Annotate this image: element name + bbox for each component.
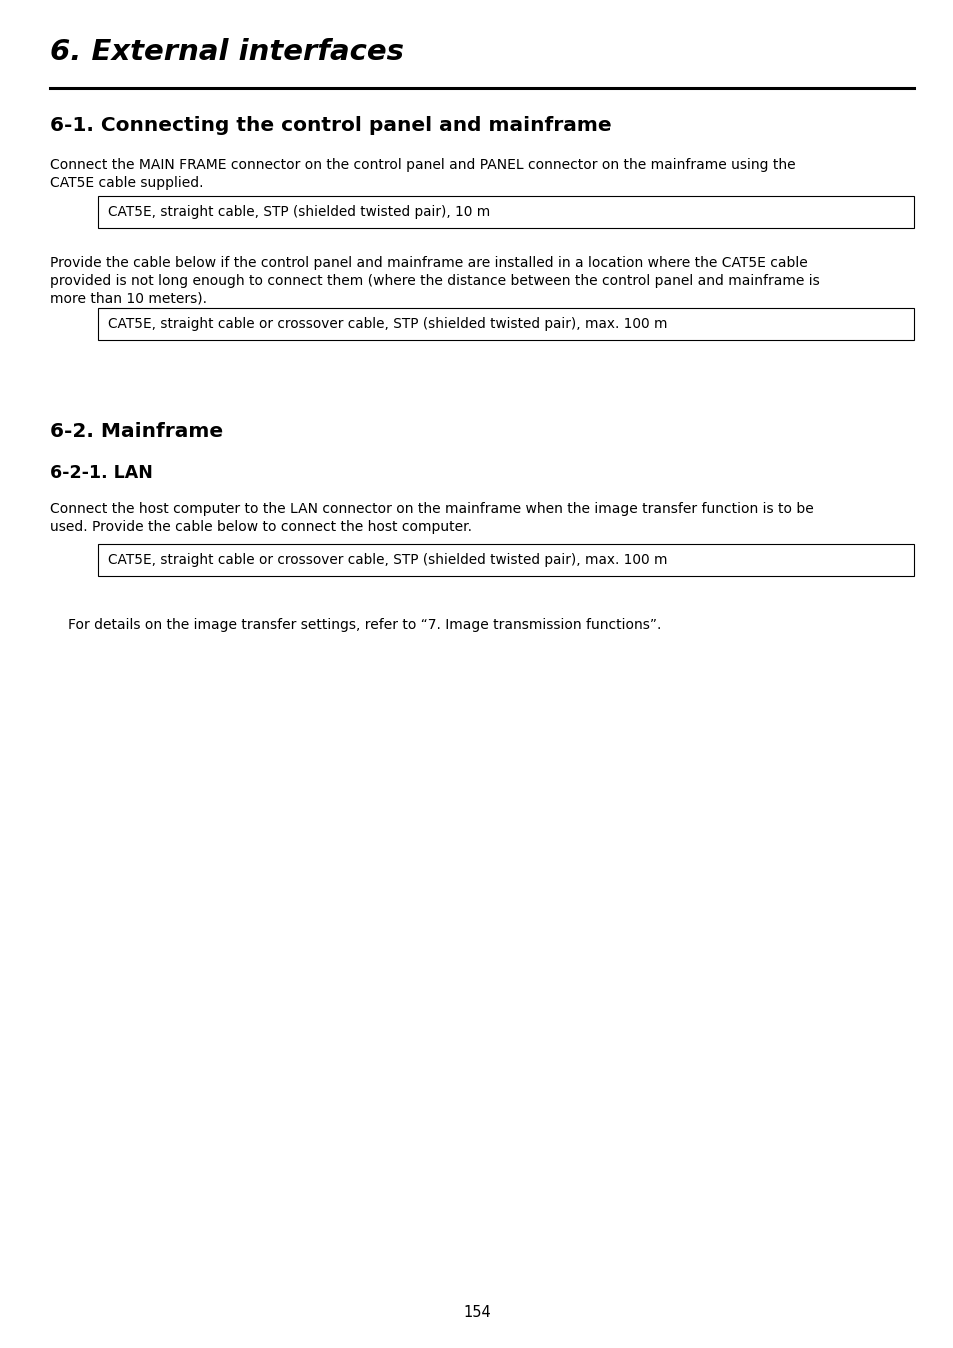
Bar (98, 195, 913, 228)
Bar (98, 307, 913, 340)
Bar (98, 545, 913, 576)
Text: CAT5E, straight cable or crossover cable, STP (shielded twisted pair), max. 100 : CAT5E, straight cable or crossover cable… (108, 317, 667, 332)
Text: Provide the cable below if the control panel and mainframe are installed in a lo: Provide the cable below if the control p… (50, 256, 819, 306)
Text: CAT5E, straight cable, STP (shielded twisted pair), 10 m: CAT5E, straight cable, STP (shielded twi… (108, 205, 490, 218)
Text: 6-1. Connecting the control panel and mainframe: 6-1. Connecting the control panel and ma… (50, 116, 611, 135)
Text: 6-2-1. LAN: 6-2-1. LAN (50, 464, 152, 483)
Text: 6. External interfaces: 6. External interfaces (50, 38, 403, 66)
Text: For details on the image transfer settings, refer to “7. Image transmission func: For details on the image transfer settin… (68, 617, 660, 632)
Text: Connect the host computer to the LAN connector on the mainframe when the image t: Connect the host computer to the LAN con… (50, 501, 813, 534)
Text: 6-2. Mainframe: 6-2. Mainframe (50, 422, 222, 441)
Text: CAT5E, straight cable or crossover cable, STP (shielded twisted pair), max. 100 : CAT5E, straight cable or crossover cable… (108, 553, 667, 568)
Text: Connect the MAIN FRAME connector on the control panel and PANEL connector on the: Connect the MAIN FRAME connector on the … (50, 158, 795, 190)
Text: 154: 154 (462, 1305, 491, 1320)
